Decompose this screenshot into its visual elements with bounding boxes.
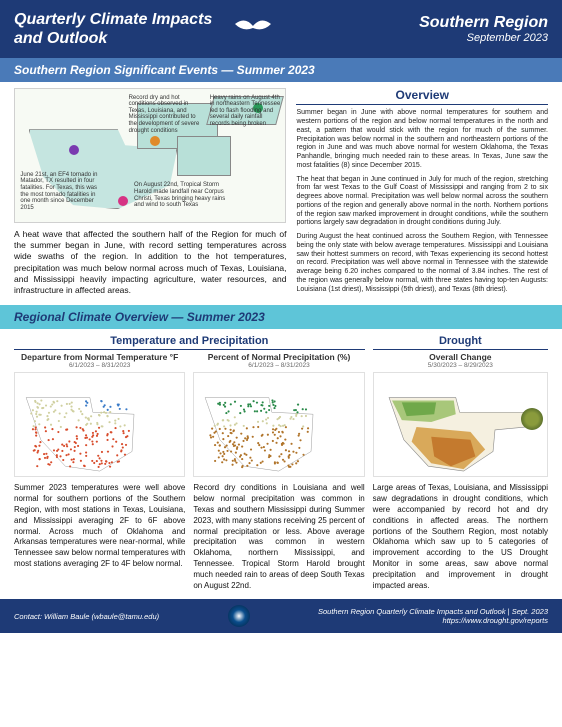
precip-subtitle: Percent of Normal Precipitation (%) <box>193 352 364 362</box>
overview-p3: During August the heat continued across … <box>296 233 548 294</box>
temp-precip-title: Temperature and Precipitation <box>14 335 365 350</box>
regional-content: Temperature and Precipitation Departure … <box>0 329 562 599</box>
contact-label: Contact: <box>14 612 42 621</box>
footer-line2: https://www.drought.gov/reports <box>318 616 548 626</box>
overview-text: Summer began in June with above normal t… <box>296 109 548 294</box>
drought-column: Drought Overall Change 5/30/2023 – 8/29/… <box>373 335 548 591</box>
drought-date: 5/30/2023 – 8/29/2023 <box>373 362 548 369</box>
drought-title: Drought <box>373 335 548 350</box>
precip-date: 6/1/2023 – 8/31/2023 <box>193 362 364 369</box>
drought-map-chart <box>373 372 548 477</box>
title-line2: and Outlook <box>14 29 212 48</box>
map-note-1: June 21st, an EF4 tornado in Matador, TX… <box>20 172 107 212</box>
noaa-logo-icon <box>228 605 250 627</box>
header-region: Southern Region <box>419 14 548 32</box>
contact-name: William Baule (wbaule@tamu.edu) <box>44 612 159 621</box>
heat-wave-caption: A heat wave that affected the southern h… <box>14 229 286 295</box>
overview-p1: Summer began in June with above normal t… <box>296 109 548 170</box>
map-note-4: On August 22nd, Tropical Storm Harold ma… <box>134 182 237 208</box>
temp-subtitle: Departure from Normal Temperature °F <box>14 352 185 362</box>
events-section-bar: Southern Region Significant Events — Sum… <box>0 58 562 82</box>
temp-date: 6/1/2023 – 8/31/2023 <box>14 362 185 369</box>
temperature-map-chart <box>14 372 185 477</box>
overview-p2: The heat that began in June continued in… <box>296 176 548 229</box>
drought-text: Large areas of Texas, Louisiana, and Mis… <box>373 483 548 591</box>
map-note-3: Heavy rains on August 4th in northeaster… <box>210 95 283 128</box>
precip-map-chart <box>193 372 364 477</box>
header-title: Quarterly Climate Impacts and Outlook <box>14 10 212 48</box>
events-map: June 21st, an EF4 tornado in Matador, TX… <box>14 88 286 223</box>
footer-contact: Contact: William Baule (wbaule@tamu.edu) <box>14 612 159 621</box>
precip-subcol: Percent of Normal Precipitation (%) 6/1/… <box>193 352 364 591</box>
temperature-text: Summer 2023 temperatures were well above… <box>14 483 185 569</box>
precip-text: Record dry conditions in Louisiana and w… <box>193 483 364 591</box>
temperature-subcol: Departure from Normal Temperature °F 6/1… <box>14 352 185 591</box>
footer-line1: Southern Region Quarterly Climate Impact… <box>318 607 548 617</box>
bird-icon <box>233 14 273 44</box>
page-header: Quarterly Climate Impacts and Outlook So… <box>0 0 562 58</box>
regional-section-bar: Regional Climate Overview — Summer 2023 <box>0 305 562 329</box>
page-footer: Contact: William Baule (wbaule@tamu.edu)… <box>0 599 562 633</box>
title-line1: Quarterly Climate Impacts <box>14 10 212 29</box>
temp-precip-column: Temperature and Precipitation Departure … <box>14 335 365 591</box>
events-content: June 21st, an EF4 tornado in Matador, TX… <box>0 82 562 305</box>
drought-subtitle: Overall Change <box>373 352 548 362</box>
header-right: Southern Region September 2023 <box>419 14 548 44</box>
overview-column: Overview Summer began in June with above… <box>296 88 548 299</box>
header-date: September 2023 <box>419 32 548 44</box>
footer-right: Southern Region Quarterly Climate Impact… <box>318 607 548 627</box>
events-map-column: June 21st, an EF4 tornado in Matador, TX… <box>14 88 286 299</box>
map-note-2: Record dry and hot conditions observed i… <box>129 95 205 135</box>
overview-title: Overview <box>296 88 548 105</box>
